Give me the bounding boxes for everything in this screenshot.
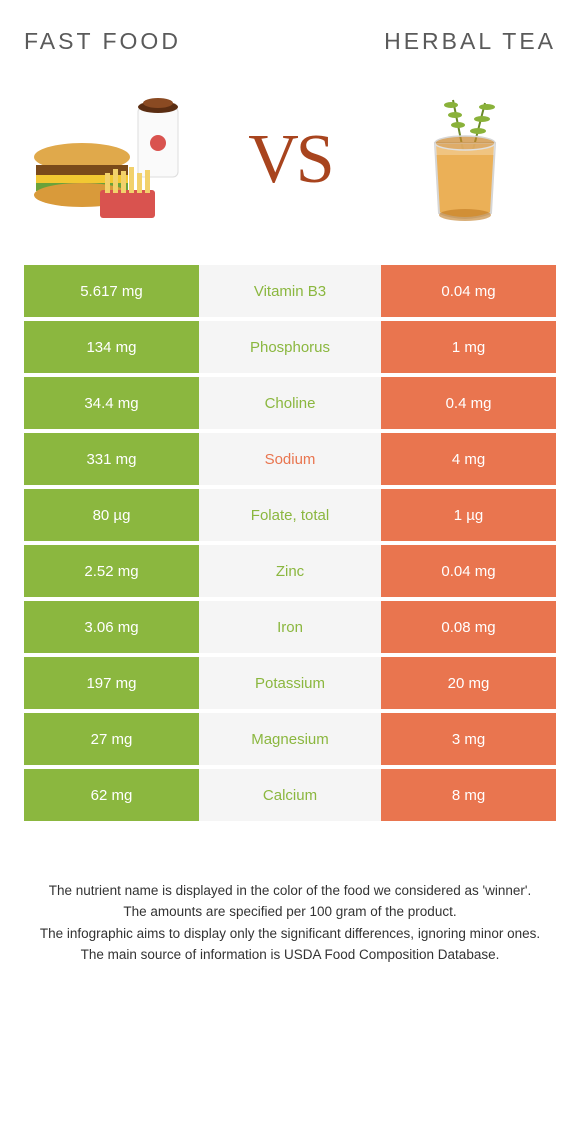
nutrient-label: Sodium (199, 433, 381, 485)
nutrient-label: Phosphorus (199, 321, 381, 373)
value-right: 3 mg (381, 713, 556, 765)
value-left: 80 µg (24, 489, 199, 541)
table-row: 134 mgPhosphorus1 mg (24, 321, 556, 373)
nutrient-label: Vitamin B3 (199, 265, 381, 317)
nutrient-label: Choline (199, 377, 381, 429)
value-left: 5.617 mg (24, 265, 199, 317)
table-row: 197 mgPotassium20 mg (24, 657, 556, 709)
table-row: 34.4 mgCholine0.4 mg (24, 377, 556, 429)
value-left: 62 mg (24, 769, 199, 821)
value-left: 134 mg (24, 321, 199, 373)
value-right: 20 mg (381, 657, 556, 709)
table-row: 62 mgCalcium8 mg (24, 769, 556, 821)
nutrient-label: Zinc (199, 545, 381, 597)
title-right: HERBAL TEA (384, 28, 556, 55)
footer-line: The infographic aims to display only the… (32, 924, 548, 944)
value-left: 197 mg (24, 657, 199, 709)
value-right: 0.04 mg (381, 265, 556, 317)
vs-label: VS (248, 120, 331, 200)
herbal-tea-image (375, 95, 550, 225)
table-row: 27 mgMagnesium3 mg (24, 713, 556, 765)
header-titles: FAST FOOD HERBAL TEA (24, 28, 556, 55)
table-row: 3.06 mgIron0.08 mg (24, 601, 556, 653)
value-left: 331 mg (24, 433, 199, 485)
value-right: 4 mg (381, 433, 556, 485)
value-right: 1 mg (381, 321, 556, 373)
value-right: 0.08 mg (381, 601, 556, 653)
value-right: 0.4 mg (381, 377, 556, 429)
table-row: 80 µgFolate, total1 µg (24, 489, 556, 541)
footer-line: The nutrient name is displayed in the co… (32, 881, 548, 901)
fast-food-image (30, 95, 205, 225)
footer-line: The amounts are specified per 100 gram o… (32, 902, 548, 922)
table-row: 331 mgSodium4 mg (24, 433, 556, 485)
value-right: 0.04 mg (381, 545, 556, 597)
nutrient-label: Iron (199, 601, 381, 653)
title-left: FAST FOOD (24, 28, 181, 55)
value-right: 1 µg (381, 489, 556, 541)
footer-line: The main source of information is USDA F… (32, 945, 548, 965)
nutrient-label: Calcium (199, 769, 381, 821)
value-right: 8 mg (381, 769, 556, 821)
hero-row: VS (24, 95, 556, 225)
comparison-table: 5.617 mgVitamin B30.04 mg134 mgPhosphoru… (24, 265, 556, 821)
value-left: 27 mg (24, 713, 199, 765)
value-left: 2.52 mg (24, 545, 199, 597)
table-row: 2.52 mgZinc0.04 mg (24, 545, 556, 597)
value-left: 3.06 mg (24, 601, 199, 653)
table-row: 5.617 mgVitamin B30.04 mg (24, 265, 556, 317)
footer-notes: The nutrient name is displayed in the co… (24, 881, 556, 965)
nutrient-label: Potassium (199, 657, 381, 709)
value-left: 34.4 mg (24, 377, 199, 429)
nutrient-label: Folate, total (199, 489, 381, 541)
nutrient-label: Magnesium (199, 713, 381, 765)
